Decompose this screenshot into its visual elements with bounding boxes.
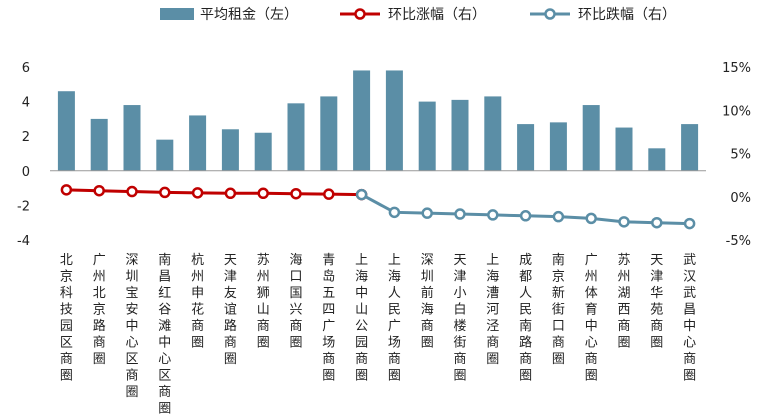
legend-marker (544, 8, 556, 20)
series-point (257, 187, 269, 200)
series-point (683, 217, 696, 230)
series-point (454, 208, 466, 220)
bar (189, 115, 207, 171)
right-tick-label: 5% (730, 148, 751, 163)
series-point (355, 188, 368, 201)
legend: 平均租金（左） 环比涨幅（右） 环比跌幅（右） (160, 7, 676, 23)
bar (353, 70, 371, 171)
series-point (388, 206, 401, 219)
bar (484, 96, 502, 171)
category-label: 成都人民南路商圈 (519, 253, 532, 384)
bar (254, 132, 272, 171)
series-point (126, 185, 138, 198)
category-label: 苏州狮山商圈 (257, 252, 270, 351)
right-axis: -5% 0% 5% 10% 15% (722, 61, 751, 249)
left-axis: -4 -2 0 2 4 6 (17, 61, 30, 249)
series-line (66, 188, 362, 197)
category-labels: 北京科技园区商圈 广州北京路商圈 深圳宝安中心区商圈 南昌红谷滩中心区商圈 杭州申花商圈… (60, 252, 696, 416)
bar (615, 127, 633, 171)
category-label: 广州北京路商圈 (93, 253, 106, 367)
bar (287, 103, 305, 171)
category-label: 南京新街口商圈 (552, 252, 565, 367)
bar (90, 118, 108, 171)
bar (418, 101, 436, 171)
right-tick-label: 10% (722, 104, 751, 119)
series-point (224, 187, 237, 200)
series-point (93, 184, 105, 197)
bar (582, 105, 600, 171)
legend-item: 环比涨幅（右） (340, 7, 486, 23)
bar (451, 99, 469, 171)
right-tick-label: 0% (730, 191, 751, 206)
category-label: 上海漕河泾商圈 (486, 253, 499, 367)
bar (320, 96, 338, 171)
legend-item: 环比跌幅（右） (530, 7, 676, 23)
series-point (290, 187, 302, 200)
right-tick-label: -5% (726, 234, 751, 249)
bar (648, 148, 666, 171)
category-label: 武汉武昌中心商圈 (683, 253, 696, 384)
series-point (60, 184, 73, 196)
series-point (651, 216, 663, 229)
category-label: 上海中山公园商圈 (355, 253, 368, 384)
series-point (191, 187, 204, 199)
category-label: 上海人民广场商圈 (388, 253, 401, 384)
line-series (60, 184, 696, 230)
bar (57, 91, 75, 171)
category-label: 杭州申花商圈 (191, 253, 204, 351)
category-label: 南昌红谷滩中心区商圈 (158, 252, 171, 416)
bar (385, 70, 403, 171)
left-tick-label: 0 (22, 165, 30, 180)
legend-label: 环比跌幅（右） (578, 7, 676, 23)
legend-label: 环比涨幅（右） (388, 7, 486, 23)
category-label: 天津华苑商圈 (650, 253, 663, 351)
bar (549, 122, 567, 171)
bar (517, 124, 535, 171)
category-label: 苏州湖西商圈 (617, 252, 630, 351)
left-tick-label: 6 (22, 61, 30, 76)
category-label: 天津友谊路商圈 (224, 253, 237, 367)
series-point (159, 186, 171, 199)
legend-marker (354, 8, 366, 20)
legend-swatch (160, 8, 194, 20)
series-point (552, 210, 565, 223)
right-tick-label: 15% (722, 61, 751, 76)
category-label: 广州体育中心商圈 (585, 253, 598, 384)
bar (156, 139, 174, 171)
category-label: 北京科技园区商圈 (60, 253, 73, 384)
series-point (421, 207, 433, 219)
bar-series (57, 70, 699, 171)
bar (123, 105, 141, 171)
series-point (487, 209, 499, 221)
category-label: 天津小白楼街商圈 (453, 253, 466, 384)
category-label: 深圳前海商圈 (421, 253, 434, 351)
left-tick-label: 2 (22, 130, 30, 145)
left-tick-label: 4 (22, 96, 30, 111)
left-tick-label: -2 (17, 199, 30, 214)
left-tick-label: -4 (17, 234, 30, 249)
category-label: 海口国兴商圈 (289, 253, 302, 351)
category-label: 深圳宝安中心区商圈 (125, 253, 138, 400)
legend-label: 平均租金（左） (200, 7, 298, 23)
series-point (323, 188, 335, 200)
category-label: 青岛五四广场商圈 (322, 253, 335, 384)
legend-item: 平均租金（左） (160, 7, 298, 23)
series-point (519, 210, 532, 222)
bar (221, 129, 239, 171)
series-point (618, 216, 630, 228)
series-point (585, 212, 597, 225)
bar (681, 124, 699, 171)
